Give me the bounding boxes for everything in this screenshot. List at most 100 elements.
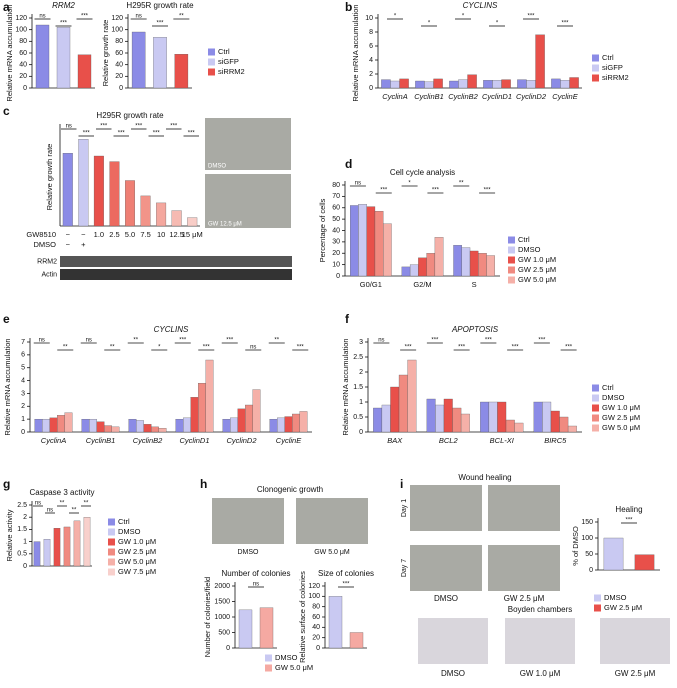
panel-letter: a	[3, 0, 10, 14]
y-tick-label: 60	[332, 205, 340, 212]
significance-label: *	[394, 14, 397, 20]
bar	[151, 426, 159, 433]
y-tick-label: 60	[312, 614, 320, 621]
legend-swatch	[208, 48, 215, 56]
bar	[292, 413, 300, 433]
y-tick-label: 20	[115, 73, 123, 80]
legend-swatch	[108, 568, 115, 576]
significance-label: ***	[380, 188, 388, 194]
y-tick-label: 0.5	[17, 551, 27, 558]
y-tick-label: 120	[308, 583, 320, 590]
significance-label: *	[428, 21, 431, 27]
y-tick-label: 50	[332, 216, 340, 223]
image-row-label: Day 7	[401, 559, 408, 577]
bar	[381, 79, 391, 89]
chart-title: CYCLINS	[463, 1, 498, 10]
bar	[390, 386, 400, 433]
y-tick-label: 1	[359, 399, 363, 406]
y-tick-label: 7	[21, 339, 25, 346]
x-tick-label: CyclinD1	[179, 436, 209, 445]
bar	[426, 253, 436, 277]
legend-swatch	[592, 404, 599, 412]
image	[488, 485, 560, 531]
bar	[238, 609, 253, 649]
legend-label: Ctrl	[518, 235, 530, 244]
bar	[514, 422, 524, 433]
bar	[492, 80, 502, 89]
y-tick-label: 60	[19, 50, 27, 57]
legend-label: GW 1.0 μM	[602, 403, 640, 412]
y-tick-label: 100	[308, 593, 320, 600]
legend-swatch	[108, 518, 115, 526]
legend-label: siGFP	[602, 63, 623, 72]
y-tick-label: 10	[332, 261, 340, 268]
x-tick-label: BIRC5	[544, 436, 567, 445]
y-tick-label: 0	[21, 429, 25, 436]
significance-label: **	[63, 345, 68, 351]
bar	[469, 250, 479, 277]
significance-label: ns	[66, 124, 72, 130]
legend-label: GW 2.5 μM	[604, 603, 642, 612]
row-label: GW8510	[26, 230, 56, 239]
significance-label: ns	[250, 345, 256, 351]
legend-label: DMSO	[118, 527, 141, 536]
y-tick-label: 0.5	[353, 414, 363, 421]
legend-swatch	[592, 424, 599, 432]
bar	[156, 202, 167, 227]
significance-label: **	[133, 338, 138, 344]
bar	[143, 424, 152, 433]
y-axis-label: Number of colonies/field	[203, 577, 212, 657]
y-tick-label: 100	[581, 535, 593, 542]
legend-label: GW 2.5 μM	[118, 547, 156, 556]
image	[418, 618, 488, 664]
significance-label: ***	[179, 338, 187, 344]
bar	[190, 397, 199, 433]
legend-label: DMSO	[275, 653, 298, 662]
image	[296, 498, 368, 544]
bar	[505, 419, 515, 433]
y-tick-label: 40	[115, 62, 123, 69]
chart-title: Healing	[615, 505, 642, 514]
y-axis-label: Relative growth rate	[45, 144, 54, 211]
bar	[418, 257, 427, 277]
significance-label: **	[179, 14, 184, 20]
significance-label: *	[496, 21, 499, 27]
bar	[390, 80, 400, 89]
x-tick-label: CyclinD2	[226, 436, 257, 445]
bar	[131, 31, 146, 89]
x-tick-label: G0/G1	[360, 280, 382, 289]
bar	[63, 526, 71, 567]
bar	[83, 517, 91, 567]
y-tick-label: 500	[218, 629, 230, 636]
y-tick-label: 1000	[214, 614, 230, 621]
significance-label: *	[158, 345, 161, 351]
bar	[434, 237, 444, 277]
y-tick-label: 2	[359, 369, 363, 376]
y-tick-label: 20	[312, 635, 320, 642]
bar	[550, 410, 560, 433]
panel-letter: e	[3, 312, 10, 326]
x-tick-label: 10	[157, 230, 165, 239]
chart-title: Caspase 3 activity	[30, 488, 95, 497]
image-label: DMSO	[238, 549, 260, 556]
y-tick-label: 20	[19, 73, 27, 80]
legend-swatch	[508, 256, 515, 264]
x-tick-label: CyclinD2	[516, 92, 547, 101]
bar	[433, 78, 443, 89]
y-tick-label: 80	[19, 38, 27, 45]
bar	[461, 247, 471, 277]
bar	[517, 79, 527, 89]
legend-swatch	[508, 266, 515, 274]
x-tick-label: CyclinE	[276, 436, 302, 445]
micrograph	[205, 174, 291, 228]
bar	[158, 427, 167, 433]
significance-label: **	[84, 501, 89, 507]
significance-label: ***	[83, 131, 91, 137]
bar	[77, 54, 92, 89]
y-tick-label: 3	[359, 339, 363, 346]
bar	[96, 421, 105, 433]
x-tick-label: 5.0	[125, 230, 135, 239]
legend-swatch	[592, 394, 599, 402]
image	[505, 618, 575, 664]
bar	[415, 80, 425, 89]
